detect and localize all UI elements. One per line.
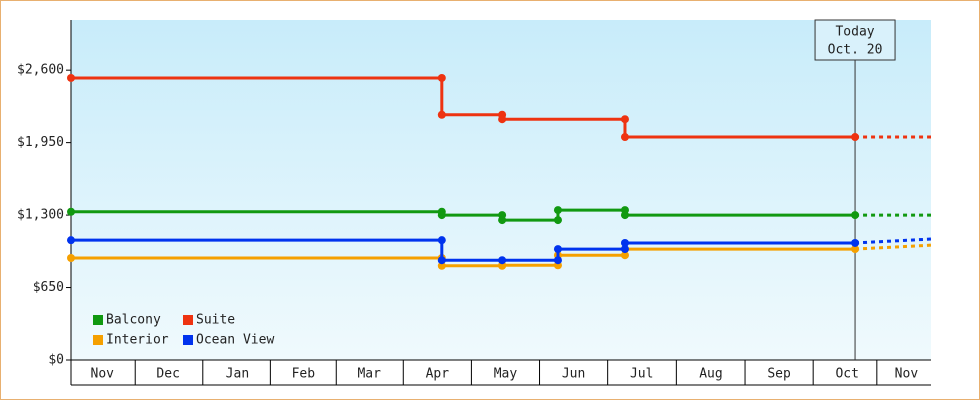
today-box <box>814 19 896 61</box>
legend-label: Suite <box>196 313 235 328</box>
x-tick-label: Nov <box>895 367 919 382</box>
point <box>620 211 629 220</box>
x-tick-label: Jan <box>226 367 249 382</box>
legend-label: Balcony <box>106 313 161 328</box>
point <box>553 216 562 225</box>
x-tick-label: Nov <box>91 367 115 382</box>
point <box>851 211 860 220</box>
today-label: Today <box>835 25 874 40</box>
point <box>851 245 860 254</box>
point <box>498 256 507 265</box>
point <box>437 236 446 245</box>
legend-swatch <box>183 315 193 325</box>
legend-label: Interior <box>106 333 169 348</box>
point <box>620 245 629 254</box>
point <box>498 216 507 225</box>
y-tick-label: $2,600 <box>17 63 64 78</box>
x-tick-label: Dec <box>156 367 179 382</box>
today-label: Oct. 20 <box>828 43 883 58</box>
x-tick-label: Jun <box>562 367 585 382</box>
legend-label: Ocean View <box>196 333 274 348</box>
point <box>851 238 860 247</box>
point <box>437 110 446 119</box>
point <box>437 261 446 270</box>
point <box>437 73 446 82</box>
point <box>437 256 446 265</box>
x-tick-label: Jul <box>630 367 653 382</box>
point <box>553 245 562 254</box>
point <box>67 73 75 82</box>
legend-swatch <box>93 315 103 325</box>
point <box>498 115 507 124</box>
point <box>67 254 75 262</box>
x-tick-label: May <box>494 367 518 382</box>
point <box>620 238 629 247</box>
x-tick-label: Mar <box>357 367 381 382</box>
x-tick-label: Oct <box>835 367 858 382</box>
point <box>437 211 446 220</box>
point <box>620 115 629 124</box>
x-tick-label: Sep <box>767 367 791 382</box>
point <box>553 206 562 215</box>
legend-swatch <box>93 335 103 345</box>
point <box>67 207 75 216</box>
point <box>553 256 562 265</box>
x-tick-label: Aug <box>699 367 722 382</box>
point <box>620 133 629 142</box>
plot-area <box>71 20 931 360</box>
legend-swatch <box>183 335 193 345</box>
y-tick-label: $0 <box>48 353 64 368</box>
y-tick-label: $650 <box>33 280 64 295</box>
x-tick-label: Apr <box>426 367 450 382</box>
y-tick-label: $1,950 <box>17 135 64 150</box>
x-tick-label: Feb <box>292 367 316 382</box>
point <box>851 133 860 142</box>
y-tick-label: $1,300 <box>17 208 64 223</box>
point <box>67 236 75 245</box>
point <box>620 251 629 260</box>
